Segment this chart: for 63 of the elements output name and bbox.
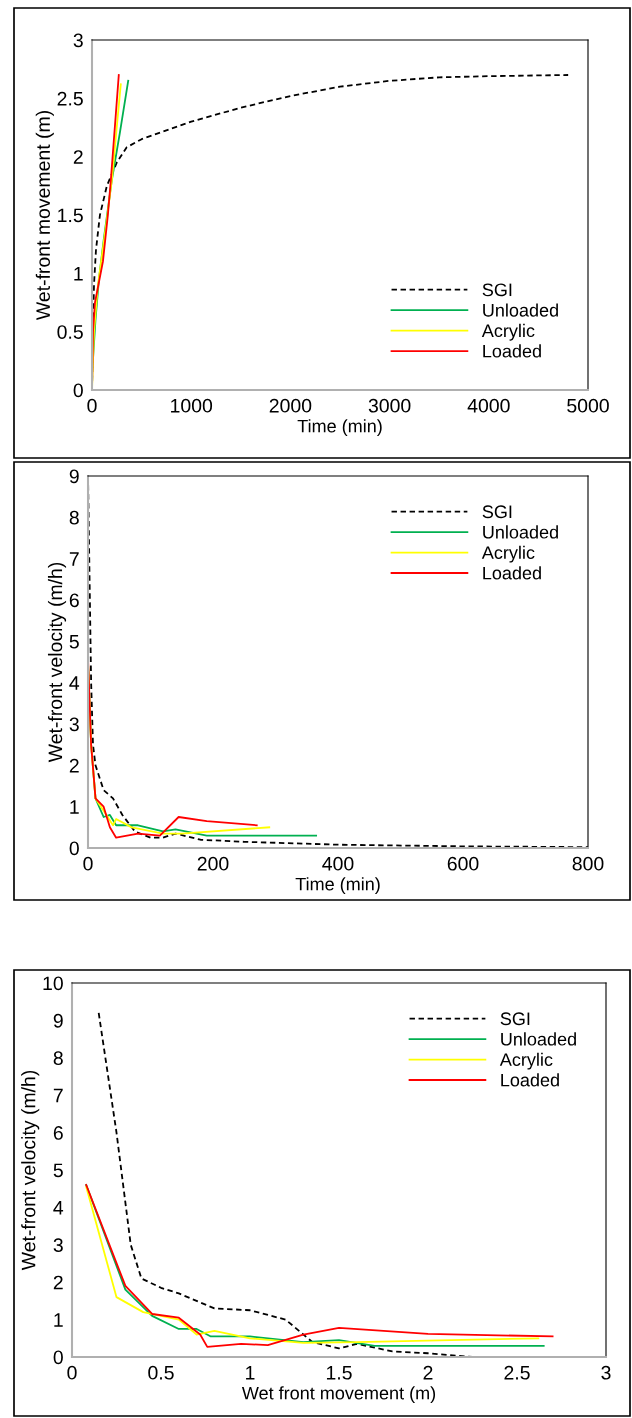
y-tick-label: 6 [53, 1126, 63, 1140]
y-tick-label: 8 [69, 510, 79, 525]
legend-label: Acrylic [481, 545, 535, 563]
y-tick-label: 1.5 [58, 208, 83, 223]
y-tick-label: 0.5 [57, 325, 83, 339]
x-axis-title: Wet front movement (m) [241, 1386, 436, 1404]
y-tick-label: 2 [73, 150, 83, 164]
x-tick-label: 0.5 [148, 1365, 174, 1380]
legend-label: SGI [500, 1012, 530, 1026]
y-tick-label: 3 [69, 717, 79, 732]
y-tick-label: 9 [69, 469, 79, 484]
y-tick-label: 3 [73, 33, 83, 48]
legend-label: Unloaded [501, 1032, 576, 1046]
x-tick-label: 4000 [467, 398, 510, 413]
y-tick-label: 0 [53, 1350, 63, 1365]
x-tick-label: 0 [83, 856, 93, 871]
x-tick-label: 400 [322, 856, 354, 871]
legend-label: Loaded [501, 1073, 559, 1087]
x-tick-label: 1.5 [326, 1366, 352, 1380]
y-tick-label: 8 [53, 1051, 63, 1066]
legend-label: Loaded [483, 344, 541, 358]
legend-label: Acrylic [481, 323, 535, 341]
y-tick-label: 5 [69, 635, 79, 649]
y-tick-label: 9 [53, 1013, 63, 1028]
legend-label: Unloaded [483, 303, 558, 317]
y-tick-label: 0 [69, 841, 79, 856]
x-tick-label: 1 [246, 1366, 255, 1380]
y-tick-label: 1 [74, 267, 83, 281]
legend-label: Loaded [483, 566, 541, 580]
x-tick-label: 200 [197, 856, 229, 871]
y-tick-label: 7 [53, 1088, 63, 1103]
x-tick-label: 800 [572, 856, 604, 871]
y-tick-label: 2.5 [57, 91, 83, 106]
y-axis-title: Wet-front velocity (m/h) [47, 562, 67, 763]
legend-label: SGI [482, 505, 512, 519]
y-tick-label: 10 [43, 976, 63, 991]
legend-label: Unloaded [483, 525, 558, 539]
x-tick-label: 3000 [368, 398, 411, 413]
legend-label: Acrylic [499, 1052, 553, 1070]
x-tick-label: 600 [447, 856, 479, 871]
y-tick-label: 4 [53, 1201, 64, 1215]
y-tick-label: 5 [53, 1163, 63, 1178]
x-tick-label: 3 [601, 1365, 611, 1380]
y-tick-label: 2 [53, 1275, 63, 1290]
y-tick-label: 3 [53, 1238, 63, 1253]
x-tick-label: 2 [423, 1365, 433, 1380]
x-axis-title: Time (min) [297, 419, 382, 437]
y-tick-label: 7 [69, 552, 79, 566]
x-tick-label: 1000 [171, 398, 213, 413]
y-tick-label: 6 [69, 593, 79, 608]
y-tick-label: 4 [69, 676, 80, 690]
legend-label: SGI [482, 283, 512, 297]
x-tick-label: 2000 [269, 398, 312, 413]
y-tick-label: 1 [54, 1313, 63, 1327]
x-tick-label: 5000 [567, 398, 609, 413]
y-axis-title: Wet-front velocity (m/h) [21, 1070, 40, 1271]
x-axis-title: Time (min) [295, 877, 380, 895]
y-tick-label: 2 [69, 758, 79, 773]
x-tick-label: 0 [87, 398, 97, 413]
x-tick-label: 2.5 [504, 1365, 530, 1380]
y-axis-title: Wet-front movement (m) [35, 111, 54, 321]
y-tick-label: 1 [70, 800, 79, 814]
y-tick-label: 0 [73, 383, 83, 398]
